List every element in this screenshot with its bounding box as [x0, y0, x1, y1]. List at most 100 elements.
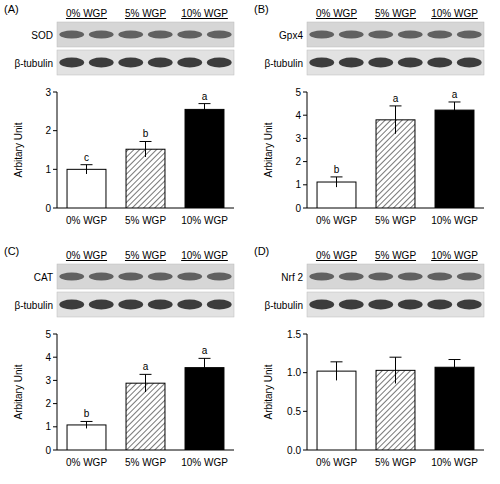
error-bar	[390, 106, 402, 134]
lane-label: 5% WGP	[125, 250, 166, 261]
blot-band	[398, 300, 423, 310]
x-tick-label: 0% WGP	[66, 457, 107, 468]
blot-band	[118, 58, 143, 68]
blot-band	[207, 58, 232, 68]
error-stem	[86, 165, 87, 174]
bar	[435, 367, 474, 450]
bar	[67, 425, 106, 450]
x-tick-label: 5% WGP	[125, 457, 166, 468]
blot-band	[177, 300, 202, 310]
y-tick	[53, 208, 57, 209]
lane-label: 5% WGP	[375, 8, 416, 19]
x-tick-label: 5% WGP	[375, 457, 416, 468]
x-tick-label: 0% WGP	[316, 457, 357, 468]
y-axis-label: Arbitary Unit	[263, 364, 274, 419]
bar	[435, 110, 474, 208]
lane-label: 10% WGP	[431, 8, 478, 19]
blot-band	[59, 300, 84, 310]
lane-label: 5% WGP	[375, 250, 416, 261]
error-bar	[140, 141, 152, 156]
y-tick	[53, 92, 57, 93]
bar	[185, 109, 224, 208]
error-stem	[204, 358, 205, 377]
blot-band	[427, 31, 452, 39]
y-axis	[57, 92, 58, 208]
bar	[317, 371, 356, 450]
error-bar	[199, 104, 211, 116]
error-cap	[81, 421, 93, 422]
significance-letter: c	[84, 152, 89, 163]
y-tick	[303, 161, 307, 162]
error-stem	[204, 104, 205, 116]
y-tick-label: 1	[45, 421, 51, 432]
marks	[67, 104, 224, 208]
blot-band	[309, 273, 334, 281]
significance-letter: b	[84, 408, 90, 419]
y-tick	[53, 426, 57, 427]
blot-strip	[57, 22, 234, 47]
blot-band	[177, 273, 202, 281]
x-tick-label: 10% WGP	[181, 215, 228, 226]
blot-strip	[307, 264, 484, 289]
y-tick-label: 2	[45, 125, 51, 136]
y-tick-label: 3	[45, 87, 51, 98]
y-tick-label: 1	[295, 179, 301, 190]
y-tick	[303, 334, 307, 335]
y-axis-label: Arbitary Unit	[13, 122, 24, 177]
y-tick-label: 5	[295, 87, 301, 98]
error-stem	[336, 362, 337, 381]
y-tick-label: 1.0	[287, 367, 301, 378]
blot-band	[368, 300, 393, 310]
x-tick-label: 10% WGP	[431, 215, 478, 226]
blot-strip	[57, 264, 234, 289]
y-tick-label: 5	[45, 329, 51, 340]
y-tick-label: 2	[45, 398, 51, 409]
lane-label: 0% WGP	[316, 8, 357, 19]
bar	[126, 383, 165, 450]
blot-strip	[57, 292, 234, 317]
blot-band	[368, 31, 393, 39]
error-cap	[140, 141, 152, 142]
error-cap	[390, 105, 402, 106]
blot-band	[427, 273, 452, 281]
x-tick-label: 0% WGP	[66, 215, 107, 226]
error-bar	[81, 165, 93, 174]
error-cap	[331, 176, 343, 177]
blot-band	[118, 273, 143, 281]
x-tick-label: 0% WGP	[316, 215, 357, 226]
y-tick	[303, 450, 307, 451]
blot-label: CAT	[34, 272, 53, 283]
blot-label: β-tubulin	[14, 300, 53, 311]
blot-band	[398, 31, 423, 39]
lane-label: 10% WGP	[181, 8, 228, 19]
bar	[185, 368, 224, 450]
lane-label: 0% WGP	[66, 250, 107, 261]
blot-label: β-tubulin	[14, 58, 53, 69]
blot-band	[59, 58, 84, 68]
blot-strip	[307, 292, 484, 317]
blot-label: Gpx4	[279, 30, 303, 41]
blot-band	[148, 273, 173, 281]
y-tick	[303, 92, 307, 93]
y-axis	[57, 334, 58, 450]
significance-letter: a	[143, 361, 149, 372]
y-tick-label: 0.0	[287, 445, 301, 456]
blot-label: SOD	[31, 30, 53, 41]
significance-letter: b	[143, 128, 149, 139]
y-tick-label: 4	[295, 110, 301, 121]
blot-band	[339, 273, 364, 281]
error-stem	[336, 177, 337, 187]
panel: (B)Gpx4β-tubulin0% WGP5% WGP10% WGP01234…	[254, 3, 484, 226]
blot-band	[89, 273, 114, 281]
panel-label: (B)	[254, 3, 269, 15]
significance-letter: a	[452, 89, 458, 100]
blot-band	[177, 31, 202, 39]
error-cap	[199, 358, 211, 359]
y-tick-label: 3	[45, 375, 51, 386]
error-bar	[81, 421, 93, 428]
blot-band	[207, 300, 232, 310]
error-bar	[390, 357, 402, 383]
y-tick-label: 0.5	[287, 406, 301, 417]
error-stem	[145, 374, 146, 392]
y-tick-label: 4	[45, 352, 51, 363]
